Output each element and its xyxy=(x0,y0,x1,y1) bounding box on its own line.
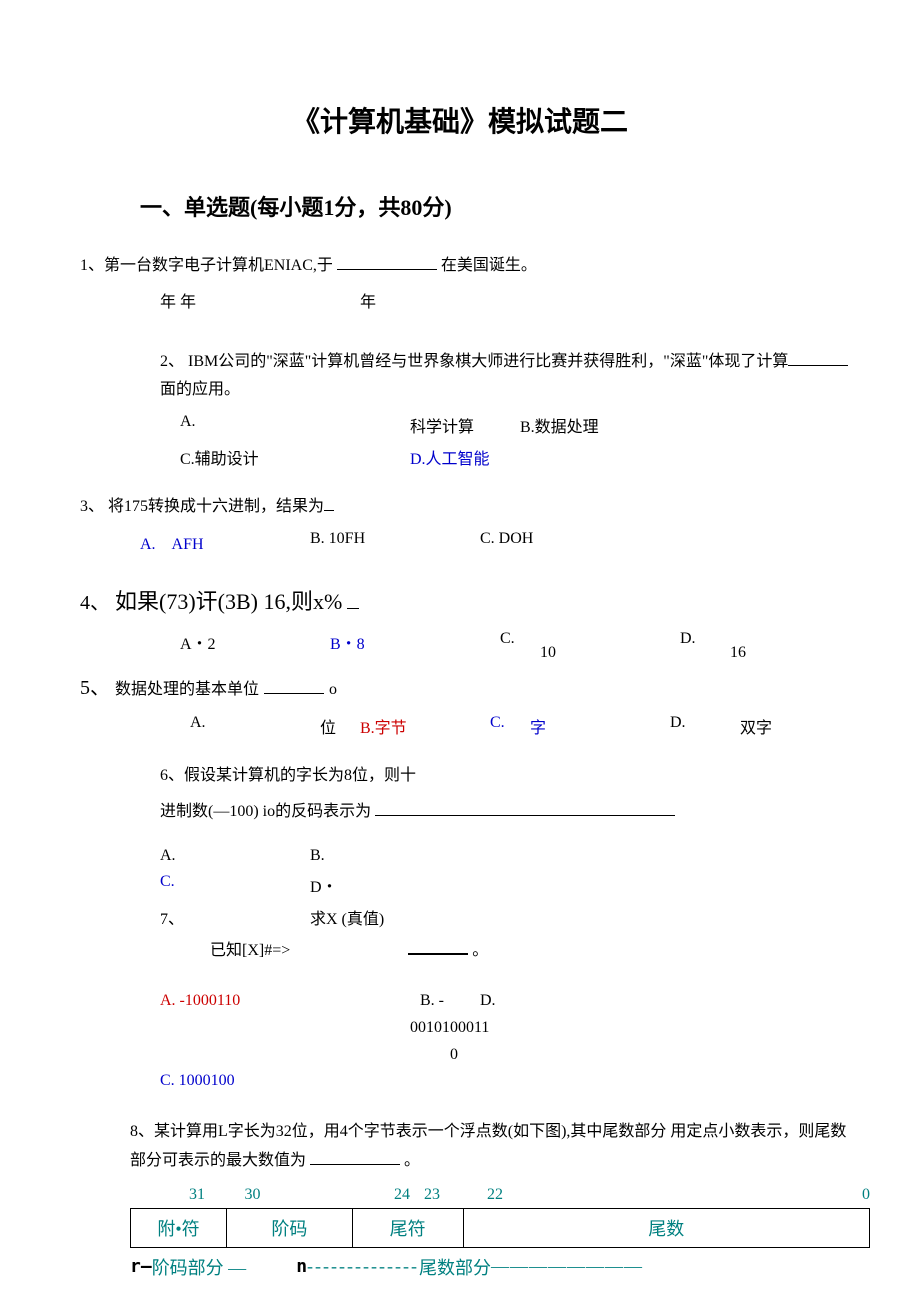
section-header: 一、单选题(每小题1分，共80分) xyxy=(140,190,860,222)
dashes1: -------------- xyxy=(307,1256,419,1277)
q8-text: 8、某计算用L字长为32位，用4个字节表示一个浮点数(如下图),其中尾数部分 用… xyxy=(130,1123,846,1169)
q4-optD-v: 16 xyxy=(730,630,746,662)
cell-1: 附•符 xyxy=(131,1208,227,1247)
cell-2: 阶码 xyxy=(227,1208,353,1247)
q5-optC-l: C. xyxy=(490,714,530,738)
q1-sub: 年 年 年 xyxy=(160,289,860,318)
q1-sub-b: 年 xyxy=(360,289,376,318)
q4-optB: B・8 xyxy=(330,630,500,654)
q7-options-c: C. 1000100 xyxy=(160,1072,860,1090)
q2-options-1: A. 科学计算 B.数据处理 xyxy=(180,413,860,437)
q6-line1: 6、假设某计算机的字长为8位，则十 xyxy=(160,762,860,791)
q5-optA-v: 位 xyxy=(320,714,360,738)
q8-bottom: r— 阶码部分 — n -------------- 尾数部分 ———————— xyxy=(130,1254,870,1280)
q2-optA-text: 科学计算 xyxy=(410,413,520,437)
n31: 31 xyxy=(130,1186,205,1204)
q7-options-ab: A. -1000110 B. - D. xyxy=(160,992,860,1010)
q5-optD-l: D. xyxy=(670,714,740,738)
q2-optC: C.辅助设计 xyxy=(180,445,410,469)
q6-options-1: A. B. xyxy=(160,847,860,865)
part2: 尾数部分 xyxy=(419,1254,491,1280)
q7-text2: 已知[X]#=> xyxy=(210,942,290,959)
q7-optB-num2: 0 xyxy=(450,1045,860,1064)
q6-line2: 进制数(—100) io的反码表示为 xyxy=(160,798,860,827)
q3-optC: C. DOH xyxy=(480,530,533,554)
q8-num-row: 31 30 24 23 22 0 xyxy=(130,1186,870,1204)
q7-suffix: 。 xyxy=(472,942,488,959)
q1-blank xyxy=(337,269,437,270)
n24: 24 xyxy=(300,1186,410,1204)
q4-optD-l: D. xyxy=(680,630,730,648)
q8-table: 附•符 阶码 尾符 尾数 xyxy=(130,1208,870,1248)
n30: 30 xyxy=(205,1186,300,1204)
q1-text-b: 在美国诞生。 xyxy=(441,257,537,274)
n0: 0 xyxy=(550,1186,870,1204)
q7-line1: 7、 求X (真值) xyxy=(160,905,860,929)
q2-text-a: 2、 IBM公司的"深蓝"计算机曾经与世界象棋大师进行比赛并获得胜利，"深蓝"体… xyxy=(160,353,788,370)
q8-diagram: 31 30 24 23 22 0 附•符 阶码 尾符 尾数 r— 阶码部分 — … xyxy=(130,1186,870,1280)
q5-prefix: 5、 xyxy=(80,677,110,699)
q4-optC-l: C. xyxy=(500,630,540,648)
q4-prefix: 4、 xyxy=(80,592,110,614)
q3: 3、 将175转换成十六进制，结果为 xyxy=(80,493,860,522)
q5-suffix: o xyxy=(329,681,337,698)
q2: 2、 IBM公司的"深蓝"计算机曾经与世界象棋大师进行比赛并获得胜利，"深蓝"体… xyxy=(160,348,860,406)
q1-text-a: 1、第一台数字电子计算机ENIAC,于 xyxy=(80,257,333,274)
q7-optD-l: D. xyxy=(480,992,496,1010)
q7-optB-l: B. - xyxy=(420,992,480,1010)
q5-optA-l: A. xyxy=(190,714,320,738)
cell-3: 尾符 xyxy=(352,1208,463,1247)
q5-options: A. 位 B.字节 C. 字 D. 双字 xyxy=(190,714,860,738)
q2-optA-label: A. xyxy=(180,413,410,437)
q5-blank xyxy=(264,693,324,694)
q3-optB: B. 10FH xyxy=(310,530,480,554)
q6-optA: A. xyxy=(160,847,310,865)
q4-options: A・2 B・8 C. 10 D. 16 xyxy=(180,630,860,662)
q2-text-b: 面的应用。 xyxy=(160,381,240,398)
page-title: 《计算机基础》模拟试题二 xyxy=(60,100,860,140)
q7-optA: A. -1000110 xyxy=(160,992,420,1010)
q1: 1、第一台数字电子计算机ENIAC,于 在美国诞生。 xyxy=(80,252,860,281)
q8: 8、某计算用L字长为32位，用4个字节表示一个浮点数(如下图),其中尾数部分 用… xyxy=(130,1118,860,1176)
q5-optC-v: 字 xyxy=(530,714,670,738)
q4-optA: A・2 xyxy=(180,630,330,654)
n-pipe: n xyxy=(296,1256,307,1277)
q2-blank xyxy=(788,365,848,366)
q6-optD: D・ xyxy=(310,873,338,897)
q2-optB: B.数据处理 xyxy=(520,413,599,437)
q6-optB: B. xyxy=(310,847,325,865)
q4: 4、 如果(73)讦(3B) 16,则x% xyxy=(80,582,860,622)
trail: ———————— xyxy=(491,1256,643,1277)
q4-formula: 如果(73)讦(3B) 16,则x% xyxy=(115,589,342,614)
n23: 23 xyxy=(410,1186,440,1204)
n22: 22 xyxy=(440,1186,550,1204)
q6-options-2: C. D・ xyxy=(160,873,860,897)
q8-suffix: 。 xyxy=(404,1152,420,1169)
q7-line2: 已知[X]#=> 。 xyxy=(210,937,860,966)
q1-sub-a: 年 年 xyxy=(160,289,360,318)
q3-options: A. AFH B. 10FH C. DOH xyxy=(140,530,860,554)
q2-options-2: C.辅助设计 D.人工智能 xyxy=(180,445,860,469)
q5: 5、 数据处理的基本单位 o xyxy=(80,670,860,706)
q5-optD-v: 双字 xyxy=(740,714,772,738)
q7-label: 7、 xyxy=(160,905,310,929)
cell-4: 尾数 xyxy=(463,1208,869,1247)
q5-text: 数据处理的基本单位 xyxy=(115,681,259,698)
q7-text1: 求X (真值) xyxy=(310,905,384,929)
q5-optB: B.字节 xyxy=(360,714,490,738)
part1: 阶码部分 — xyxy=(152,1254,247,1280)
q4-optC-v: 10 xyxy=(540,630,680,662)
q6-optC: C. xyxy=(160,873,310,897)
q7-optC: C. 1000100 xyxy=(160,1072,235,1090)
q2-optD: D.人工智能 xyxy=(410,445,490,469)
q7-optB-num: 0010100011 xyxy=(410,1018,860,1037)
q3-optA: A. AFH xyxy=(140,530,310,554)
q6-blank xyxy=(375,815,675,816)
r-pipe: r— xyxy=(130,1256,152,1277)
q6-line2a: 进制数(—100) io的反码表示为 xyxy=(160,803,371,820)
q3-text: 3、 将175转换成十六进制，结果为 xyxy=(80,498,324,515)
q8-blank xyxy=(310,1164,400,1165)
